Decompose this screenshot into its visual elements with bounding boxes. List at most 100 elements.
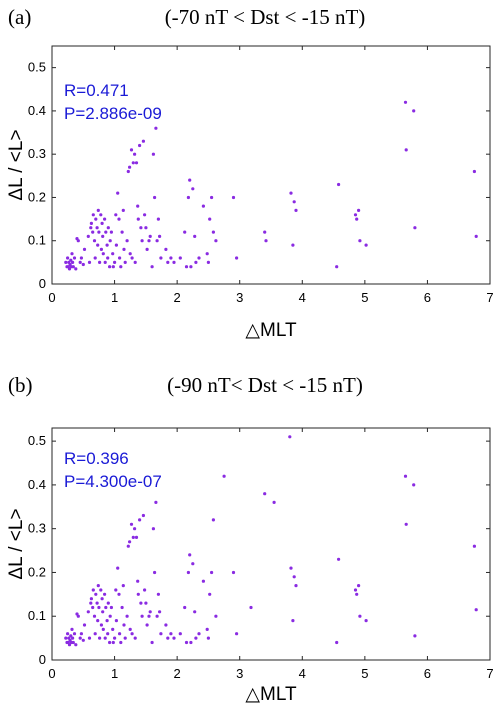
panel-b-data-point (104, 605, 108, 610)
panel-b-data-point (113, 636, 117, 640)
panel-a-data-point (159, 256, 163, 260)
panel-a-data-point (72, 256, 77, 260)
panel-a-plot-frame (51, 45, 491, 285)
panel-a-data-point (100, 221, 104, 225)
panel-a-data-point (412, 109, 416, 113)
panel-b-title: (-90 nT< Dst < -15 nT) (167, 373, 363, 397)
panel-b-data-point (111, 640, 115, 645)
panel-b-data-point (92, 614, 97, 618)
panel-a-x-tick-label: 7 (486, 290, 493, 305)
panel-b-data-point (129, 522, 134, 526)
panel-a-data-point (104, 230, 108, 234)
panel-b-data-point (357, 584, 361, 588)
panel-b-data-point (201, 579, 205, 583)
panel-a-data-point (81, 262, 85, 267)
panel-a-data-point (136, 204, 140, 208)
panel-b-x-tick-label: 1 (111, 666, 118, 681)
panel-b-data-point (178, 632, 182, 636)
panel-b-data-point (78, 636, 82, 640)
panel-b-data-point (121, 584, 125, 588)
panel-a-data-point (96, 243, 100, 247)
panel-b-x-tick-label: 5 (361, 666, 368, 681)
panel-b-data-point (472, 544, 476, 548)
panel-b-data-point (125, 614, 129, 618)
panel-a-data-point (96, 208, 100, 212)
panel-a-x-tick-label: 2 (174, 290, 181, 305)
panel-b-data-point (99, 623, 103, 627)
panel-b-y-tick-label: 0.1 (28, 608, 46, 623)
panel-b-data-point (128, 627, 132, 632)
panel-a-data-point (111, 252, 115, 256)
panel-b-data-point (294, 584, 298, 588)
panel-a-data-point (92, 239, 97, 243)
panel-a-data-point (114, 243, 118, 247)
panel-b-data-point (263, 492, 267, 496)
panel-b-data-point (358, 614, 362, 618)
panel-b-data-point (114, 588, 118, 592)
panel-a-data-point (95, 226, 99, 230)
panel-a-data-point (120, 230, 124, 234)
panel-a-data-point (169, 256, 173, 260)
panel-b-data-point (136, 579, 140, 583)
panel-b-r-annotation: R=0.396 (64, 449, 129, 468)
panel-a-data-point (140, 239, 144, 243)
panel-a-data-point (101, 252, 105, 256)
panel-a-data-point (99, 247, 103, 251)
panel-a-data-point (231, 195, 236, 200)
panel-a-data-point (263, 230, 267, 234)
panel-a-y-tick-label: 0.4 (28, 103, 46, 118)
panel-a-data-point (108, 239, 112, 243)
panel-a-data-point (188, 178, 192, 182)
panel-a-y-axis-label: ΔL / <L> (6, 129, 27, 200)
panel-b-y-tick-label: 0.5 (28, 433, 46, 448)
panel-b-data-point (210, 570, 214, 575)
panel-b-data-point (87, 636, 92, 640)
panel-a-data-point (155, 239, 159, 243)
panel-b-data-point (288, 435, 292, 439)
panel-a-data-point (111, 265, 115, 269)
panel-a-y-tick-label: 0.2 (28, 189, 46, 204)
panel-a-data-point (178, 256, 182, 260)
panel-b-data-point (71, 640, 75, 645)
panel-b-y-tick-label: 0.3 (28, 521, 46, 536)
panel-b-data-point (70, 627, 74, 632)
panel-a-data-point (98, 260, 102, 264)
panel-a-data-point (99, 213, 103, 217)
panel-b-data-point (89, 601, 93, 605)
panel-a-label: (a) (8, 5, 31, 29)
panel-b-data-point (206, 636, 210, 640)
panel-b-y-axis-label: ΔL / <L> (6, 508, 27, 579)
panel-b-data-point (133, 636, 137, 640)
panel-a-data-point (138, 143, 142, 148)
panel-b-data-point (335, 640, 339, 645)
panel-b-data-point (131, 535, 135, 540)
panel-a-data-point (71, 265, 75, 269)
panel-b-data-point (155, 614, 159, 618)
panel-b-y-tick-label: 0 (39, 652, 46, 667)
panel-a-data-point (150, 265, 154, 269)
panel-a-data-point (123, 260, 127, 264)
panel-a-data-point (128, 165, 132, 169)
panel-a-data-point (125, 239, 129, 243)
panel-a-data-point (91, 213, 95, 217)
panel-b-data-point (159, 632, 163, 636)
panel-b-data-point (249, 605, 253, 610)
panel-a-data-point (358, 239, 362, 243)
panel-b-data-point (117, 592, 121, 596)
panel-a-data-point (78, 260, 82, 264)
panel-b-data-point (105, 619, 109, 623)
panel-a-data-point (210, 195, 214, 200)
panel-b-y-tick-label: 0.2 (28, 564, 46, 579)
panel-b-data-point (106, 601, 110, 605)
panel-a-data-point (472, 169, 476, 174)
panel-a-data-point (214, 239, 218, 243)
panel-b-data-point (96, 584, 100, 588)
panel-b-data-point (72, 632, 77, 636)
panel-a-p-annotation: P=2.886e-09 (64, 104, 162, 123)
panel-a-data-point (126, 169, 130, 174)
panel-a-data-point (118, 256, 122, 260)
panel-a-data-point (91, 230, 95, 234)
panel-b-data-point (103, 592, 107, 596)
panel-b-x-tick-label: 3 (236, 666, 243, 681)
panel-a-data-point (413, 226, 417, 230)
